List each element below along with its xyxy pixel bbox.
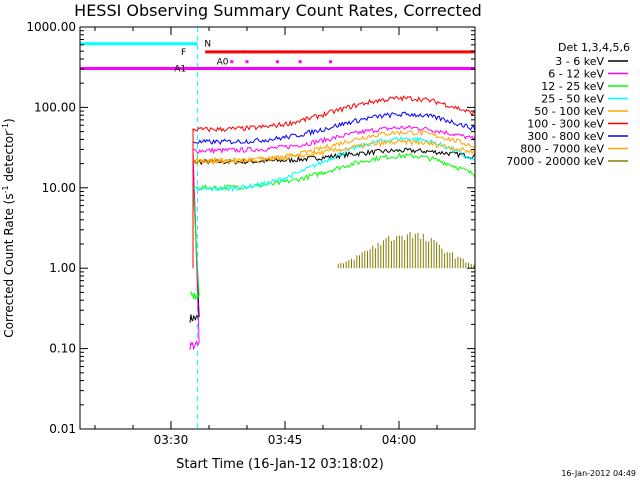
flag-a0-dot-2: [275, 60, 279, 64]
y-tick-label-5: 0.01: [49, 422, 76, 436]
flag-label-F: F: [181, 48, 186, 58]
flag-label-N: N: [204, 40, 211, 50]
flag-a0-dot-1: [245, 60, 249, 64]
legend-label-5: 100 - 300 keV: [527, 118, 604, 131]
series-line-2: [189, 152, 475, 301]
flag-a0-dot-0: [230, 60, 234, 64]
footer-timestamp: 16-Jan-2012 04:49: [561, 469, 636, 478]
flag-label-A1: A1: [174, 64, 186, 74]
y-tick-label-1: 100.00: [34, 100, 76, 114]
y-axis-label: Corrected Count Rate (s-1 detector-1): [1, 118, 16, 337]
flag-a0-dot-4: [329, 60, 333, 64]
legend-label-4: 50 - 100 keV: [534, 105, 604, 118]
x-tick-label-0: 03:30: [154, 433, 189, 447]
y-axis-label-sup2: -1: [1, 123, 10, 131]
legend-label-7: 800 - 7000 keV: [520, 143, 604, 156]
series-line-0: [189, 147, 475, 323]
legend-label-6: 300 - 800 keV: [527, 130, 604, 143]
flag-a0-dot-3: [298, 60, 302, 64]
y-axis-label-sup: -1: [1, 185, 10, 193]
y-axis-label-close: ): [2, 118, 16, 123]
x-tick-label-2: 04:00: [382, 433, 417, 447]
series-line-3: [192, 136, 475, 193]
legend-label-3: 25 - 50 keV: [541, 93, 604, 106]
legend-label-1: 6 - 12 keV: [548, 68, 604, 81]
chart-title: HESSI Observing Summary Count Rates, Cor…: [74, 1, 482, 20]
x-tick-label-1: 03:45: [268, 433, 303, 447]
flag-label-A0: A0: [217, 58, 229, 68]
series-line-5: [192, 95, 475, 133]
legend-label-2: 12 - 25 keV: [541, 80, 604, 93]
y-axis: 1000.00 100.00 10.00 1.00 0.10 0.01: [26, 20, 475, 436]
legend-label-8: 7000 - 20000 keV: [506, 155, 604, 168]
series-line-7: [192, 138, 475, 164]
series-line-8: [337, 232, 475, 269]
plot-area: N F A0 A1: [80, 27, 537, 429]
y-axis-label-tail: detector: [2, 131, 16, 186]
plot-frame: [79, 26, 476, 430]
legend-header: Det 1,3,4,5,6: [558, 41, 630, 54]
series-line-1: [189, 124, 475, 351]
x-axis: 03:30 03:45 04:00: [94, 27, 476, 447]
flag-a0-dot-5: [534, 60, 537, 63]
y-tick-label-0: 1000.00: [26, 20, 76, 34]
x-axis-label: Start Time (16-Jan-12 03:18:02): [176, 457, 384, 472]
y-tick-label-2: 10.00: [42, 181, 76, 195]
y-axis-label-main: Corrected Count Rate (s: [2, 193, 16, 337]
y-tick-label-3: 1.00: [49, 261, 76, 275]
series-line-6: [192, 111, 475, 146]
y-tick-label-4: 0.10: [49, 342, 76, 356]
legend-label-0: 3 - 6 keV: [555, 55, 604, 68]
